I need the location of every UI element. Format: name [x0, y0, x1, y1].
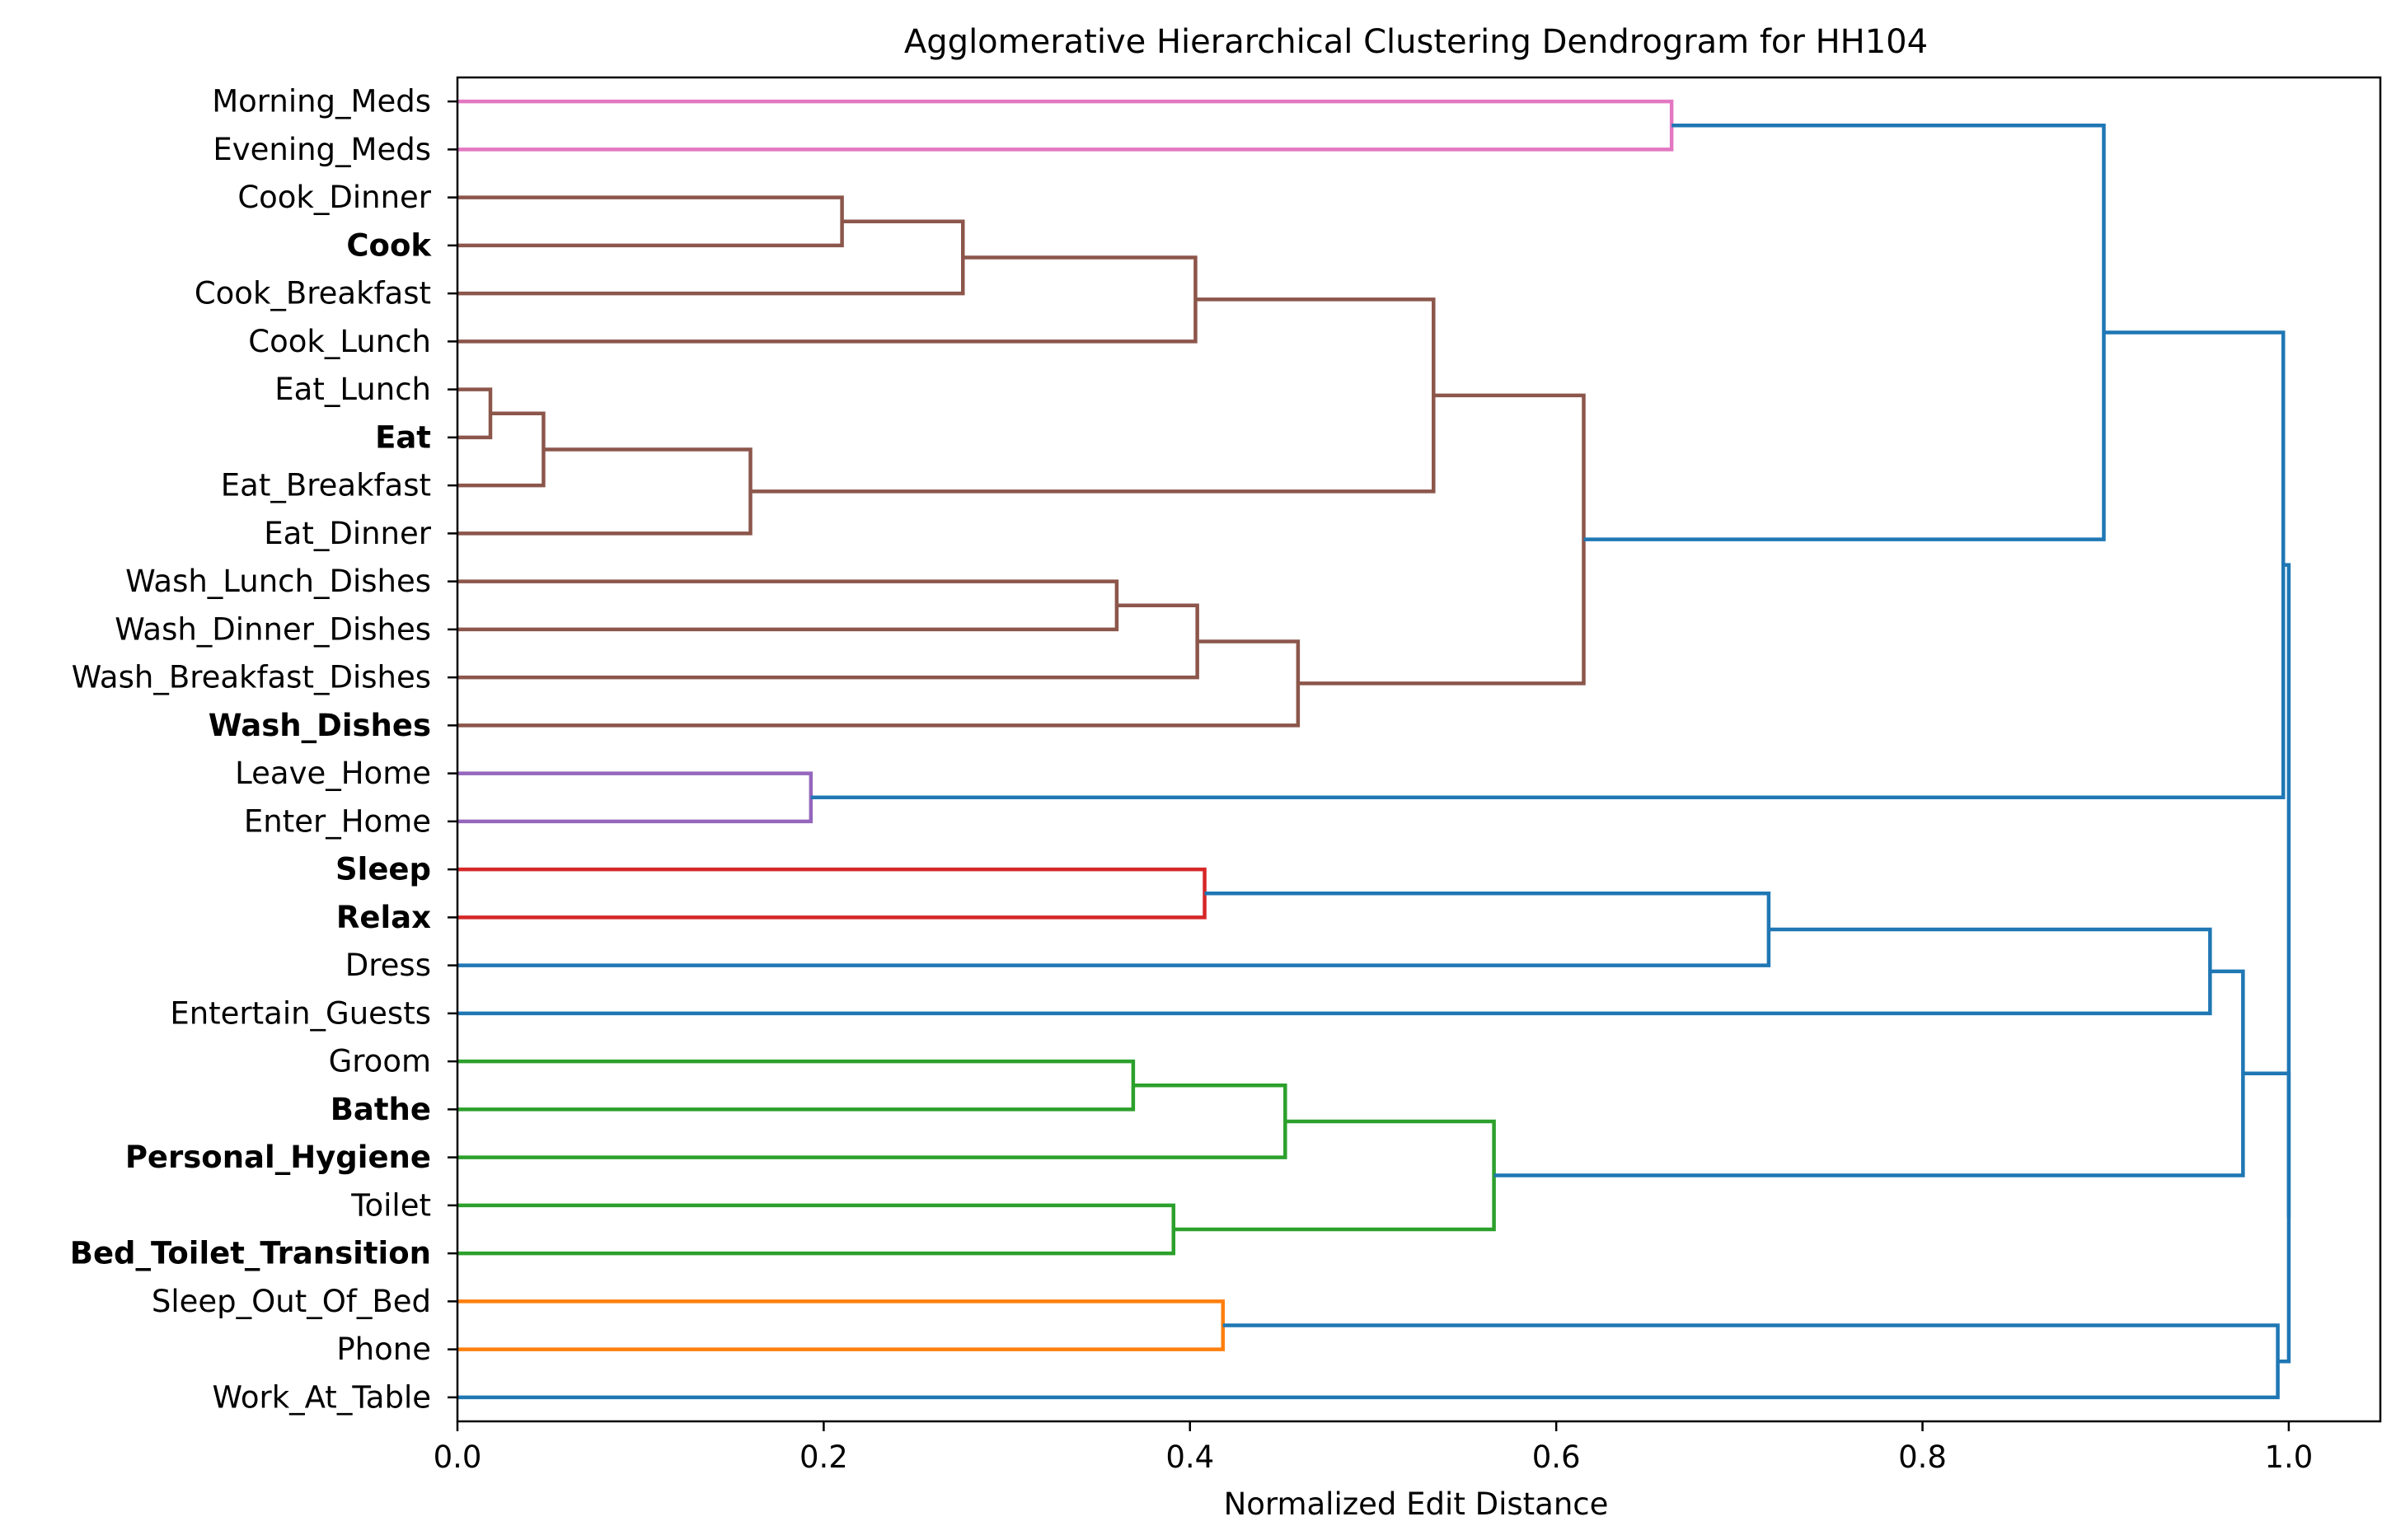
leaf-label-cook-dinner: Cook_Dinner [237, 180, 431, 215]
x-tick-label: 1.0 [2264, 1439, 2313, 1475]
dendrogram-link-m-rest2 [457, 892, 1771, 967]
leaf-label-eat-dinner: Eat_Dinner [264, 516, 431, 551]
chart-title: Agglomerative Hierarchical Clustering De… [904, 23, 1928, 61]
dendrogram-link-m-wash3 [457, 639, 1301, 728]
dendrogram-link-m-work [457, 1323, 2280, 1400]
leaf-label-entertain-guests: Entertain_Guests [170, 995, 431, 1031]
x-axis-label: Normalized Edit Distance [1224, 1486, 1609, 1522]
dendrogram-link-m-hyg2 [457, 1084, 1287, 1159]
dendrogram-link-m-bottom [2243, 1071, 2291, 1364]
dendrogram-link-m-top-a [1583, 124, 2106, 541]
x-tick-label: 0.4 [1165, 1439, 1214, 1475]
leaf-label-eat-lunch: Eat_Lunch [274, 372, 431, 407]
leaf-label-work-at-table: Work_At_Table [212, 1379, 431, 1415]
leaf-label-bathe: Bathe [331, 1092, 431, 1127]
dendrogram-links [457, 99, 2291, 1400]
leaf-label-dress: Dress [345, 948, 431, 983]
dendrogram-link-m-root [2283, 563, 2291, 1218]
leaf-labels: Morning_Meds Evening_Meds Cook_Dinner Cook C… [70, 84, 457, 1415]
leaf-label-wash-lunch-dishes: Wash_Lunch_Dishes [125, 564, 431, 599]
leaf-label-relax: Relax [336, 900, 431, 935]
leaf-label-leave-home: Leave_Home [235, 756, 431, 791]
leaf-label-wash-breakfast-dishes: Wash_Breakfast_Dishes [72, 660, 431, 695]
leaf-label-groom: Groom [329, 1044, 431, 1079]
x-axis-ticks: 0.0 0.2 0.4 0.6 0.8 1.0 [434, 1421, 2313, 1475]
dendrogram-link-m-meds [457, 99, 1674, 152]
dendrogram-link-m-kitchen [1297, 393, 1586, 686]
x-tick-label: 0.0 [434, 1439, 482, 1475]
leaf-label-phone: Phone [336, 1332, 431, 1367]
leaf-label-wash-dishes: Wash_Dishes [209, 708, 431, 743]
leaf-label-toilet: Toilet [350, 1187, 431, 1223]
leaf-label-wash-dinner-dishes: Wash_Dinner_Dishes [115, 611, 431, 647]
leaf-label-cook: Cook [346, 227, 432, 263]
plot-frame [456, 76, 2382, 1423]
dendrogram-link-m-hyg3 [457, 1203, 1176, 1256]
leaf-label-morning-meds: Morning_Meds [212, 84, 431, 119]
dendrogram-link-m-hyg1 [457, 1059, 1136, 1112]
dendrogram-link-m-rest3 [457, 927, 2212, 1016]
leaf-label-personal-hygiene: Personal_Hygiene [125, 1140, 431, 1175]
leaf-label-sleep: Sleep [335, 852, 431, 887]
x-tick-label: 0.2 [799, 1439, 848, 1475]
leaf-label-enter-home: Enter_Home [244, 803, 431, 839]
leaf-label-cook-lunch: Cook_Lunch [248, 324, 431, 359]
x-tick-label: 0.6 [1532, 1439, 1581, 1475]
leaf-label-eat-breakfast: Eat_Breakfast [221, 468, 431, 503]
x-tick-label: 0.8 [1898, 1439, 1947, 1475]
leaf-label-eat: Eat [375, 419, 431, 455]
leaf-label-sleep-out-of-bed: Sleep_Out_Of_Bed [152, 1284, 431, 1319]
leaf-label-evening-meds: Evening_Meds [213, 132, 431, 167]
leaf-label-cook-breakfast: Cook_Breakfast [195, 276, 431, 311]
leaf-label-bed-toilet-transition: Bed_Toilet_Transition [70, 1236, 431, 1271]
dendrogram-link-m-eat1 [457, 387, 493, 440]
